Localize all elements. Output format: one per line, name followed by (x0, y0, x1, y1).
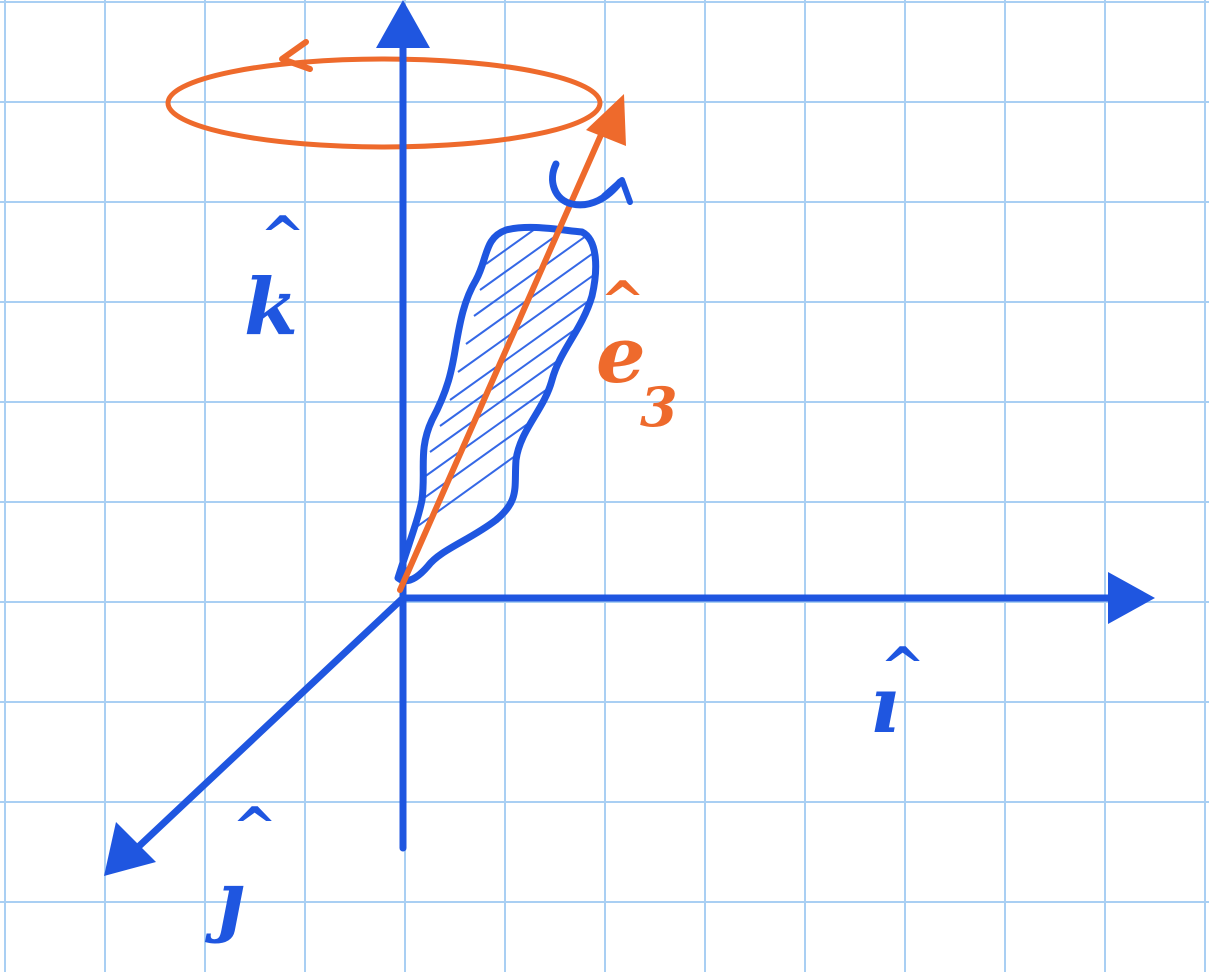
ellipse-direction-arrow-icon (279, 39, 313, 72)
rotation-ellipse-icon (165, 56, 603, 150)
arrow-up-right-icon (586, 94, 626, 146)
e3-hat-mark: ^ (600, 269, 645, 333)
j-hat-label: ^ ȷ (204, 795, 277, 945)
i-hat-letter: ı (870, 660, 900, 751)
e3-axis-line (397, 125, 607, 593)
j-hat-mark: ^ (232, 795, 277, 859)
arrow-right-icon (1108, 572, 1155, 624)
i-hat-label: ^ ı (870, 635, 925, 751)
k-hat-letter: k (244, 262, 298, 353)
j-hat-letter: ȷ (204, 854, 244, 945)
arrow-down-left-icon (104, 822, 156, 876)
e3-axis (397, 94, 626, 593)
e3-letter: e (596, 310, 646, 401)
j-axis-line (131, 594, 407, 854)
e3-hat-label: ^ e 3 (596, 269, 678, 439)
k-hat-label: ^ k (244, 204, 305, 353)
spin-arrow (549, 160, 633, 209)
arrow-up-icon (376, 0, 430, 48)
i-hat-mark: ^ (880, 635, 925, 699)
i-axis (399, 572, 1155, 624)
k-hat-mark: ^ (260, 204, 305, 268)
spin-arrowhead-icon (601, 177, 633, 205)
body-outline (394, 223, 600, 585)
j-axis (104, 594, 407, 876)
precession-ellipse (165, 39, 603, 150)
e3-subscript: 3 (640, 375, 678, 439)
k-axis (376, 0, 430, 852)
